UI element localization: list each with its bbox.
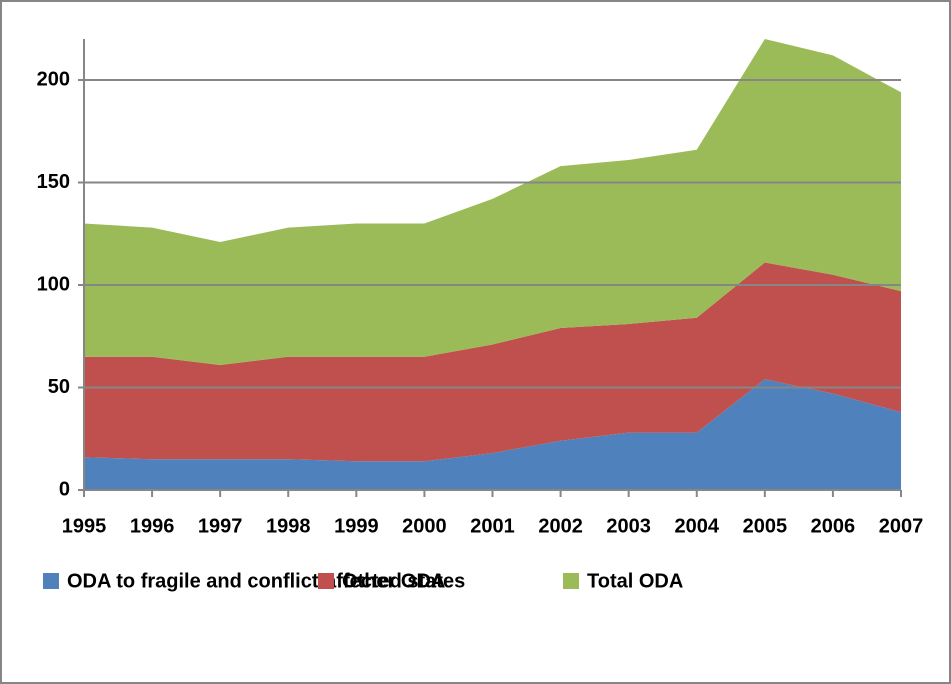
area <box>84 262 901 462</box>
y-tick-label: 50 <box>48 376 70 398</box>
y-tick-label: 200 <box>37 68 70 90</box>
x-tick-label: 2007 <box>879 515 924 537</box>
x-tick-label: 2002 <box>538 515 583 537</box>
x-tick-label: 2000 <box>402 515 447 537</box>
x-tick-label: 1996 <box>130 515 175 537</box>
x-tick-label: 2001 <box>470 515 515 537</box>
x-tick-label: 1997 <box>198 515 243 537</box>
x-tick-label: 2005 <box>743 515 788 537</box>
legend-label: Other ODA <box>342 570 445 592</box>
legend-label: Total ODA <box>587 570 683 592</box>
legend-label: ODA to fragile and conflict-affected sta… <box>67 570 465 592</box>
y-tick-label: 0 <box>59 478 70 500</box>
area <box>84 39 901 365</box>
x-tick-label: 2003 <box>606 515 651 537</box>
legend-swatch <box>318 573 334 589</box>
y-tick-label: 150 <box>37 171 70 193</box>
x-tick-label: 1995 <box>62 515 107 537</box>
x-tick-label: 2004 <box>675 515 720 537</box>
area <box>84 379 901 490</box>
x-tick-label: 2006 <box>811 515 856 537</box>
x-tick-label: 1999 <box>334 515 379 537</box>
legend-swatch <box>43 573 59 589</box>
y-tick-label: 100 <box>37 273 70 295</box>
x-tick-label: 1998 <box>266 515 311 537</box>
legend-swatch <box>563 573 579 589</box>
